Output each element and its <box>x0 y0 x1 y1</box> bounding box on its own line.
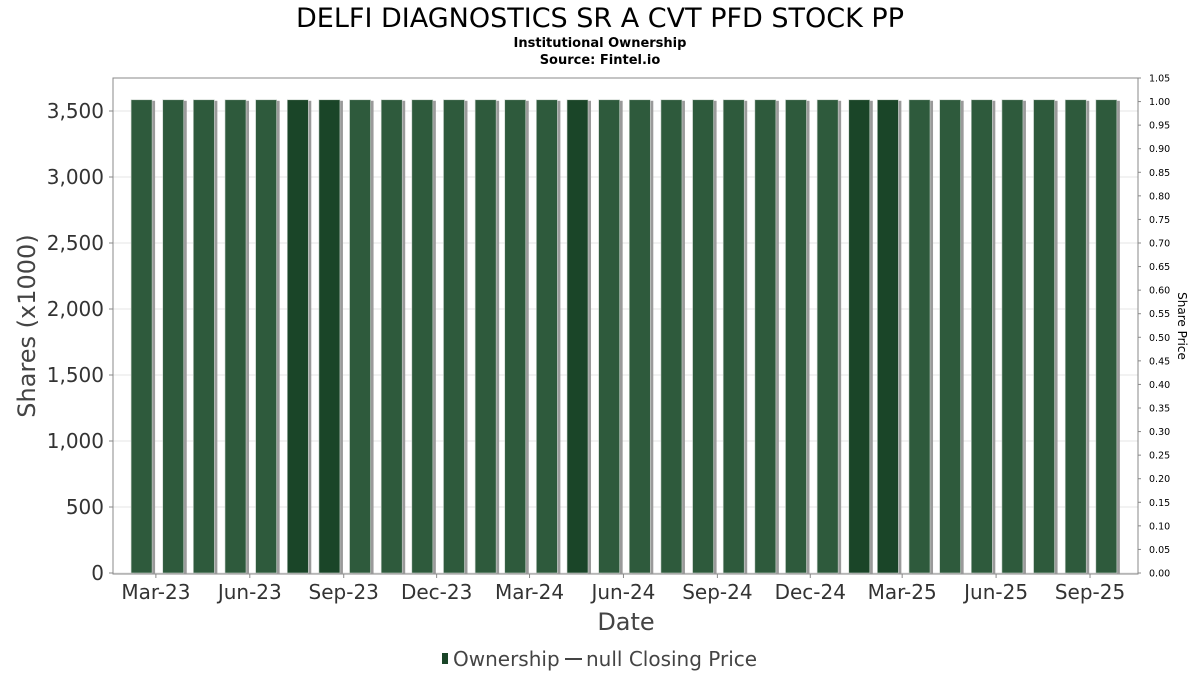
y2-tick-label: 0.85 <box>1149 168 1170 179</box>
legend-ownership-swatch <box>442 653 448 664</box>
y2-axis-label: Share Price <box>1175 292 1189 360</box>
y2-tick-label: 1.00 <box>1149 97 1170 108</box>
y2-tick-label: 0.25 <box>1149 451 1170 462</box>
ownership-bar <box>130 99 153 574</box>
ownership-bar <box>380 99 403 574</box>
ownership-bar <box>504 99 527 574</box>
ownership-bar <box>224 99 247 574</box>
y2-tick-label: 0.45 <box>1149 356 1170 367</box>
grid <box>113 110 1138 574</box>
legend-ownership-label: Ownership <box>453 647 560 671</box>
y2-tick-label: 0.70 <box>1149 239 1170 250</box>
ownership-bar <box>349 99 371 574</box>
x-tick-label: Jun-25 <box>962 580 1028 604</box>
ownership-bar <box>286 99 309 574</box>
x-tick-label: Sep-23 <box>309 580 379 604</box>
y-tick-label: 1,500 <box>47 363 104 387</box>
ownership-bar <box>1001 99 1024 574</box>
ownership-bar <box>816 99 839 574</box>
x-tick-label: Mar-23 <box>121 580 190 604</box>
ownership-bar <box>692 99 714 574</box>
y-tick-label: 3,000 <box>47 165 104 189</box>
x-tick-label: Mar-25 <box>868 580 937 604</box>
x-tick-label: Jun-24 <box>589 580 655 604</box>
ownership-bar <box>785 99 807 574</box>
ownership-bar <box>1095 99 1118 574</box>
ownership-bar <box>908 99 931 574</box>
y-tick-label: 500 <box>66 495 104 519</box>
ownership-bar <box>566 99 589 574</box>
y2-tick-label: 0.80 <box>1149 191 1170 202</box>
y-tick-label: 1,000 <box>47 429 104 453</box>
y2-tick-label: 0.65 <box>1149 262 1170 273</box>
x-tick-label: Dec-24 <box>775 580 846 604</box>
ownership-bar <box>411 99 434 574</box>
x-tick-label: Dec-23 <box>401 580 472 604</box>
y2-axis-ticks: 0.00 0.05 0.10 0.15 0.20 0.25 0.30 0.35 0.40 0.45… <box>1138 74 1170 580</box>
legend-closing-price-label: null Closing Price <box>586 647 757 671</box>
ownership-bar <box>255 99 277 574</box>
chart-title: DELFI DIAGNOSTICS SR A CVT PFD STOCK PP <box>296 3 904 34</box>
x-axis-label: Date <box>597 608 654 636</box>
y2-tick-label: 0.20 <box>1149 474 1170 485</box>
x-axis-ticks: Mar-23 Jun-23 Sep-23 Dec-23 Mar-24 Jun-24 Sep-… <box>121 574 1125 604</box>
ownership-bar <box>877 99 899 574</box>
y2-tick-label: 0.15 <box>1149 498 1170 509</box>
ownership-bar <box>628 99 651 574</box>
y-axis-ticks: 0 500 1,000 1,500 2,000 2,500 3,000 3,500 <box>47 99 113 585</box>
ownership-bar <box>660 99 683 574</box>
y2-tick-label: 0.75 <box>1149 215 1170 226</box>
y2-tick-label: 1.05 <box>1149 74 1170 85</box>
ownership-bar <box>1064 99 1087 574</box>
y2-tick-label: 0.35 <box>1149 404 1170 415</box>
ownership-bar <box>1033 99 1055 574</box>
chart-subtitle-1: Institutional Ownership <box>514 36 687 51</box>
ownership-bar <box>970 99 993 574</box>
ownership-bar <box>536 99 558 574</box>
y-axis-label: Shares (x1000) <box>13 234 41 417</box>
x-tick-label: Mar-24 <box>495 580 564 604</box>
y2-tick-label: 0.95 <box>1149 121 1170 132</box>
x-tick-label: Sep-25 <box>1055 580 1125 604</box>
y2-tick-label: 0.90 <box>1149 144 1170 155</box>
y2-tick-label: 0.40 <box>1149 380 1170 391</box>
ownership-bar <box>443 99 465 574</box>
ownership-bar <box>193 99 215 574</box>
y2-tick-label: 0.50 <box>1149 333 1170 344</box>
ownership-bar <box>162 99 185 574</box>
y-tick-label: 2,500 <box>47 231 104 255</box>
x-tick-label: Jun-23 <box>216 580 282 604</box>
ownership-bar <box>318 99 341 574</box>
y2-tick-label: 0.00 <box>1149 569 1170 580</box>
ownership-bar <box>474 99 497 574</box>
y-tick-label: 2,000 <box>47 297 104 321</box>
ownership-bar <box>754 99 777 574</box>
y2-tick-label: 0.05 <box>1149 545 1170 556</box>
ownership-bar <box>722 99 745 574</box>
y-tick-label: 3,500 <box>47 99 104 123</box>
x-tick-label: Sep-24 <box>682 580 752 604</box>
ownership-bars <box>130 99 1120 574</box>
ownership-bar <box>939 99 961 574</box>
ownership-bar <box>598 99 620 574</box>
y2-tick-label: 0.10 <box>1149 521 1170 532</box>
y2-tick-label: 0.30 <box>1149 427 1170 438</box>
y-tick-label: 0 <box>91 561 104 585</box>
y2-tick-label: 0.55 <box>1149 309 1170 320</box>
chart-subtitle-2: Source: Fintel.io <box>540 53 661 68</box>
plot-area <box>112 77 1139 575</box>
ownership-bar <box>848 99 871 574</box>
legend: Ownership null Closing Price <box>442 647 757 671</box>
y2-tick-label: 0.60 <box>1149 286 1170 297</box>
